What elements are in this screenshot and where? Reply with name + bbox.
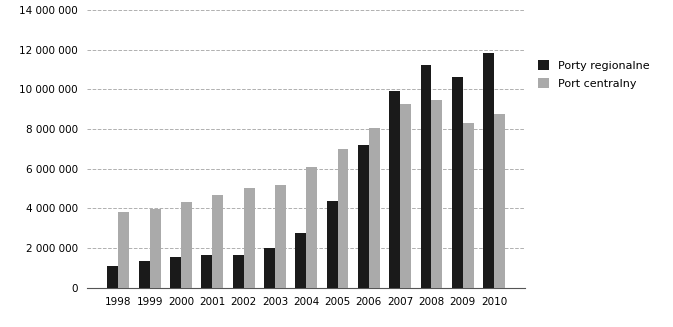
- Bar: [400, 104, 411, 288]
- Bar: [358, 145, 369, 288]
- Bar: [452, 77, 463, 288]
- Bar: [201, 255, 212, 288]
- Bar: [170, 257, 181, 288]
- Bar: [431, 100, 442, 288]
- Bar: [149, 209, 161, 288]
- Bar: [108, 266, 118, 288]
- Bar: [494, 114, 505, 288]
- Bar: [421, 65, 431, 288]
- Bar: [139, 261, 149, 288]
- Bar: [338, 149, 349, 288]
- Bar: [463, 123, 474, 288]
- Bar: [275, 184, 286, 288]
- Legend: Porty regionalne, Port centralny: Porty regionalne, Port centralny: [535, 57, 653, 92]
- Bar: [233, 255, 244, 288]
- Bar: [306, 167, 317, 288]
- Bar: [369, 128, 380, 288]
- Bar: [483, 54, 494, 288]
- Bar: [389, 91, 400, 288]
- Bar: [244, 188, 254, 288]
- Bar: [181, 202, 192, 288]
- Bar: [118, 212, 129, 288]
- Bar: [295, 233, 306, 288]
- Bar: [264, 248, 275, 288]
- Bar: [212, 196, 223, 288]
- Bar: [326, 201, 338, 288]
